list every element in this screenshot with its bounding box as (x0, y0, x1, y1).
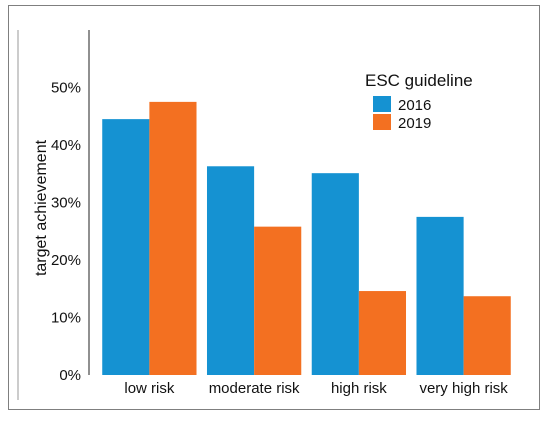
x-tick-label: high risk (331, 380, 387, 397)
bar-2019-moderate-risk (254, 226, 302, 375)
legend-title: ESC guideline (365, 71, 473, 90)
x-tick-label: moderate risk (209, 380, 300, 397)
legend-swatch-2019 (373, 114, 391, 130)
bar-2016-high-risk (311, 173, 359, 375)
y-tick-label: 30% (51, 195, 81, 212)
bar-2016-low-risk (102, 119, 150, 375)
x-axis-ticks: low risk moderate risk high risk very high … (124, 380, 508, 397)
y-tick-label: 50% (51, 80, 81, 97)
bar-2016-moderate-risk (206, 166, 255, 375)
bars (102, 101, 511, 375)
bar-2016-very-high-risk (416, 216, 464, 375)
bar-2019-high-risk (358, 291, 407, 375)
legend-label-2016: 2016 (398, 97, 431, 114)
x-tick-label: very high risk (419, 380, 508, 397)
legend-label-2019: 2019 (398, 115, 431, 132)
legend-swatch-2016 (373, 96, 391, 112)
y-axis-title: target achievement (33, 139, 50, 276)
y-tick-label: 10% (51, 310, 81, 327)
y-tick-label: 0% (59, 367, 81, 384)
y-axis-ticks: 0% 10% 20% 30% 40% 50% (51, 80, 81, 385)
bar-2019-very-high-risk (463, 296, 511, 375)
y-tick-label: 40% (51, 137, 81, 154)
y-tick-label: 20% (51, 252, 81, 269)
x-tick-label: low risk (124, 380, 175, 397)
bar-2019-low-risk (149, 101, 197, 375)
